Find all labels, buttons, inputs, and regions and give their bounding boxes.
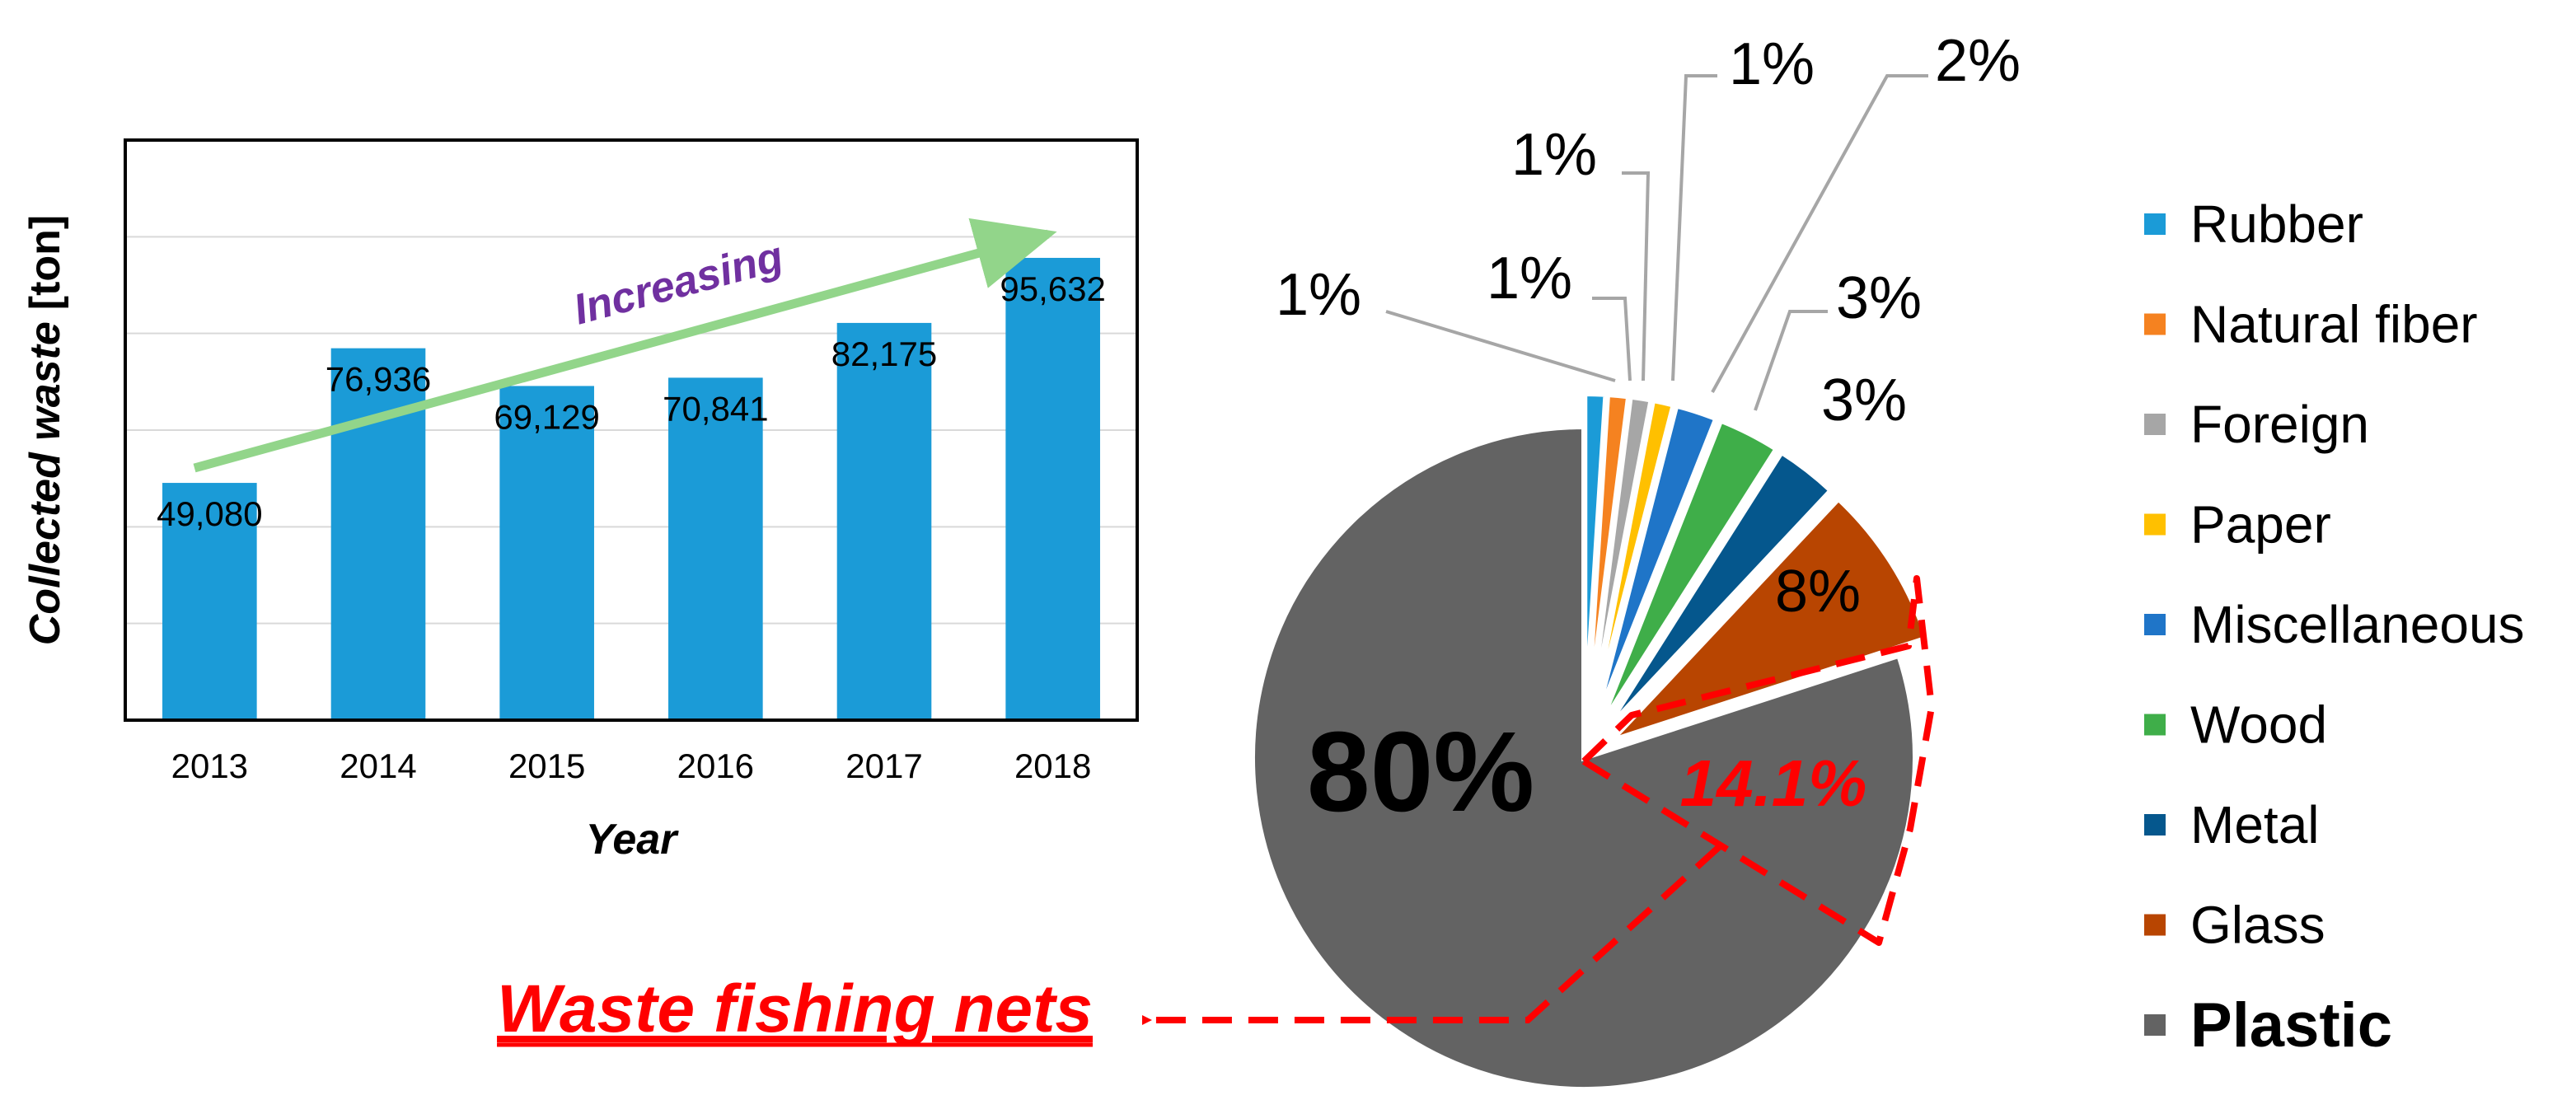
x-tick-label: 2015 bbox=[508, 747, 585, 785]
legend-swatch-plastic bbox=[2144, 1014, 2166, 1036]
legend-label-metal: Metal bbox=[2190, 795, 2320, 854]
legend-label-plastic: Plastic bbox=[2190, 990, 2392, 1060]
slice-label-miscellaneous: 2% bbox=[1935, 28, 2021, 94]
leader-line-wood bbox=[1754, 310, 1828, 411]
legend-label-wood: Wood bbox=[2190, 695, 2327, 755]
y-axis-label-unit: [ton] bbox=[21, 215, 69, 310]
pie-chart: 1% 1% 1% 1% 2% 3% 3% 8% 80% 14.1% Waste … bbox=[497, 28, 2525, 1092]
y-axis-label-main: Collected waste bbox=[21, 321, 69, 645]
leader-line-paper bbox=[1671, 74, 1717, 381]
bar-value-label: 70,841 bbox=[663, 389, 768, 428]
x-axis-label: Year bbox=[586, 816, 680, 864]
x-tick-label: 2014 bbox=[340, 747, 416, 785]
legend-swatch-natural-fiber bbox=[2144, 313, 2166, 335]
pie-slice-miscellaneous bbox=[1591, 402, 1720, 728]
bar-gridlines bbox=[125, 236, 1137, 625]
x-tick-labels: 2013 2014 2015 2016 2017 2018 bbox=[171, 747, 1092, 785]
leader-line-foreign bbox=[1622, 171, 1651, 381]
bar-2018 bbox=[1005, 257, 1100, 720]
bar-value-label: 95,632 bbox=[1000, 269, 1105, 308]
bar-2016 bbox=[668, 377, 763, 720]
bar-value-label: 49,080 bbox=[157, 494, 262, 533]
fishing-nets-highlight: 14.1% Waste fishing nets bbox=[497, 575, 1935, 1047]
slice-label-paper: 1% bbox=[1729, 31, 1815, 97]
slice-label-plastic: 80% bbox=[1307, 709, 1534, 836]
legend-swatch-rubber bbox=[2144, 213, 2166, 235]
fishing-nets-callout-label: Waste fishing nets bbox=[497, 971, 1093, 1046]
fishing-nets-sector-outline bbox=[1581, 575, 1935, 946]
slice-label-foreign: 1% bbox=[1511, 122, 1597, 188]
x-tick-label: 2018 bbox=[1014, 747, 1091, 785]
legend-swatch-miscellaneous bbox=[2144, 614, 2166, 635]
legend-label-natural-fiber: Natural fiber bbox=[2190, 295, 2478, 354]
increasing-arrow bbox=[193, 218, 1057, 473]
legend-label-rubber: Rubber bbox=[2190, 194, 2363, 254]
bar-2015 bbox=[499, 386, 594, 720]
leader-line-miscellaneous bbox=[1711, 74, 1928, 393]
plot-frame bbox=[124, 138, 1139, 722]
legend-swatch-foreign bbox=[2144, 414, 2166, 435]
bar-chart: 49,080 76,936 69,129 70,841 82,175 95,632 201… bbox=[21, 138, 1139, 864]
bar-value-label: 69,129 bbox=[494, 397, 599, 436]
slice-label-rubber: 1% bbox=[1276, 262, 1361, 328]
pie-slice-labels: 1% 1% 1% 1% 2% 3% 3% 8% 80% bbox=[1276, 28, 2021, 836]
x-tick-label: 2016 bbox=[677, 747, 754, 785]
bar-2013 bbox=[162, 483, 257, 720]
slice-label-natural-fiber: 1% bbox=[1487, 246, 1572, 311]
legend-label-foreign: Foreign bbox=[2190, 395, 2369, 454]
legend-swatch-wood bbox=[2144, 714, 2166, 736]
leader-line-natural-fiber bbox=[1592, 297, 1632, 381]
bar-2017 bbox=[836, 322, 932, 720]
pie-legend: Rubber Natural fiber Foreign Paper Miscellan… bbox=[2144, 194, 2525, 1060]
legend-label-miscellaneous: Miscellaneous bbox=[2190, 595, 2525, 654]
legend-swatch-paper bbox=[2144, 513, 2166, 536]
bar-series bbox=[162, 257, 1100, 720]
slice-label-metal: 3% bbox=[1821, 367, 1907, 433]
bar-value-label: 76,936 bbox=[326, 360, 431, 399]
legend-swatch-metal bbox=[2144, 814, 2166, 836]
fishing-nets-callout-line bbox=[1142, 845, 1721, 1025]
legend-label-glass: Glass bbox=[2190, 896, 2325, 955]
legend-label-paper: Paper bbox=[2190, 495, 2331, 555]
pie-slice-paper bbox=[1588, 397, 1677, 727]
y-axis-label: Collected waste [ton] bbox=[21, 215, 69, 646]
slice-label-wood: 3% bbox=[1836, 265, 1922, 331]
slice-label-glass: 8% bbox=[1775, 559, 1861, 625]
bar-value-label: 82,175 bbox=[831, 335, 937, 373]
legend-swatch-glass bbox=[2144, 914, 2166, 936]
fishing-nets-percent: 14.1% bbox=[1680, 747, 1867, 820]
leader-line-rubber bbox=[1385, 310, 1616, 382]
x-tick-label: 2013 bbox=[171, 747, 248, 785]
pie-leader-lines bbox=[1385, 74, 1928, 411]
x-tick-label: 2017 bbox=[845, 747, 922, 785]
pie-slice-metal bbox=[1601, 448, 1834, 734]
pie-slice-wood bbox=[1596, 417, 1780, 730]
